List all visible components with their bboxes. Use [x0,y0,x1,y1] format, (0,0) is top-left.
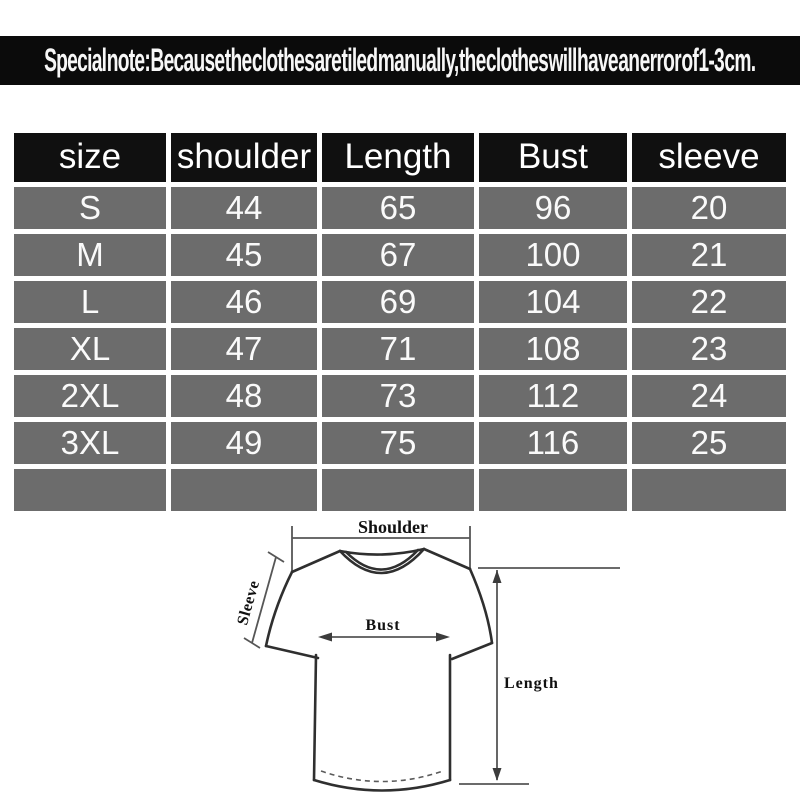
measurement-cell: 75 [321,422,474,464]
column-header-bust: Bust [478,133,627,182]
measurement-cell: 21 [631,234,786,276]
empty-cell [478,469,627,511]
shoulder-dimension-line [291,526,471,572]
bust-label: Bust [365,617,400,634]
measurement-cell: 96 [478,187,627,229]
special-note-banner: Special note: Because the clothes are ti… [0,36,800,85]
column-header-length: Length [321,133,474,182]
length-dimension-line [459,567,620,785]
tshirt-measurement-diagram: Shoulder Sleeve Bust Length [220,498,640,800]
measurement-cell: 49 [171,422,317,464]
measurement-cell: 104 [478,281,627,323]
size-cell: XL [14,328,166,370]
size-cell: M [14,234,166,276]
empty-cell [321,469,474,511]
measurement-cell: 45 [171,234,317,276]
measurement-cell: 44 [171,187,317,229]
measurement-cell: 65 [321,187,474,229]
special-note-text: Special note: Because the clothes are ti… [44,42,756,78]
empty-cell [14,469,166,511]
measurement-cell: 69 [321,281,474,323]
measurement-cell: 100 [478,234,627,276]
measurement-cell: 116 [478,422,627,464]
measurement-cell: 48 [171,375,317,417]
column-header-sleeve: sleeve [631,133,786,182]
column-header-shoulder: shoulder [171,133,317,182]
measurement-cell: 22 [631,281,786,323]
length-label: Length [504,675,559,692]
size-cell: L [14,281,166,323]
column-header-size: size [14,133,166,182]
shoulder-label: Shoulder [358,517,428,537]
size-cell: 3XL [14,422,166,464]
tshirt-outline [264,547,494,792]
size-cell: S [14,187,166,229]
measurement-cell: 25 [631,422,786,464]
measurement-cell: 20 [631,187,786,229]
measurement-cell: 24 [631,375,786,417]
measurement-cell: 67 [321,234,474,276]
measurement-cell: 23 [631,328,786,370]
measurement-cell: 46 [171,281,317,323]
empty-cell [631,469,786,511]
measurement-cell: 71 [321,328,474,370]
measurement-cell: 108 [478,328,627,370]
size-chart-table: size shoulder Length Bust sleeve S 44 65… [14,133,786,511]
empty-cell [171,469,317,511]
size-cell: 2XL [14,375,166,417]
sleeve-dimension-line [243,551,285,649]
measurement-cell: 47 [171,328,317,370]
measurement-cell: 73 [321,375,474,417]
bust-arrow [318,632,450,642]
measurement-cell: 112 [478,375,627,417]
